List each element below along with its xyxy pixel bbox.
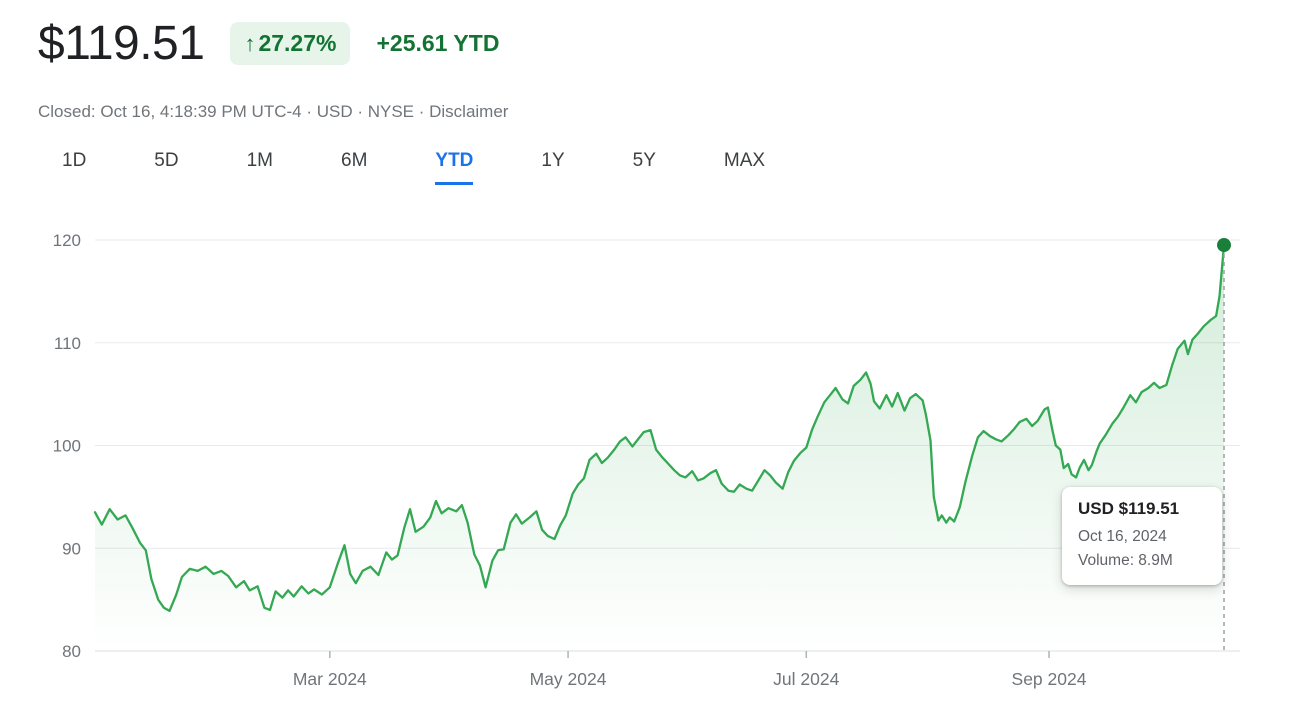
status-line: Closed: Oct 16, 4:18:39 PM UTC-4 · USD ·…	[38, 102, 508, 122]
disclaimer-link[interactable]: Disclaimer	[429, 102, 509, 121]
y-axis-label: 120	[53, 231, 81, 250]
tab-ytd[interactable]: YTD	[435, 150, 474, 185]
y-axis-label: 90	[62, 539, 81, 558]
tab-1m[interactable]: 1M	[246, 150, 273, 171]
tooltip-price: USD $119.51	[1078, 499, 1180, 518]
change-percent: 27.27%	[258, 30, 337, 56]
tooltip-date: Oct 16, 2024	[1078, 528, 1167, 545]
change-badge: ↑ 27.27%	[230, 22, 351, 65]
price-value: $119.51	[38, 17, 205, 70]
y-axis-label: 110	[54, 334, 81, 353]
y-axis-label: 80	[62, 642, 81, 661]
up-arrow-icon: ↑	[244, 30, 256, 56]
x-axis-label: Mar 2024	[293, 669, 367, 689]
tab-1d[interactable]: 1D	[62, 150, 87, 171]
status-text: Closed: Oct 16, 4:18:39 PM UTC-4 · USD ·…	[38, 102, 430, 121]
tab-max[interactable]: MAX	[723, 150, 766, 171]
price-chart-svg[interactable]: 80 90 100 110 120 Mar 2024 May 2024 Jul 2024 Sep…	[0, 210, 1292, 714]
x-axis-label: Jul 2024	[773, 669, 839, 689]
end-point-dot	[1217, 238, 1231, 253]
x-axis-label: May 2024	[530, 669, 607, 689]
tab-5y[interactable]: 5Y	[632, 150, 656, 171]
price-line	[93, 243, 1226, 613]
tooltip-volume: Volume: 8.9M	[1078, 552, 1173, 570]
tab-5d[interactable]: 5D	[154, 150, 179, 171]
ytd-change: +25.61 YTD	[376, 30, 500, 56]
x-axis-label: Sep 2024	[1012, 669, 1087, 689]
tab-6m[interactable]: 6M	[341, 150, 368, 171]
tab-1y[interactable]: 1Y	[541, 150, 565, 171]
price-tooltip: USD $119.51 Oct 16, 2024 Volume: 8.9M	[1062, 487, 1222, 586]
quote-header: $119.51 ↑ 27.27% +25.61 YTD	[38, 16, 499, 71]
price-area-fill	[95, 245, 1224, 651]
time-range-tabs: 1D 5D 1M 6M YTD 1Y 5Y MAX	[62, 150, 765, 185]
y-axis-label: 100	[53, 437, 81, 456]
